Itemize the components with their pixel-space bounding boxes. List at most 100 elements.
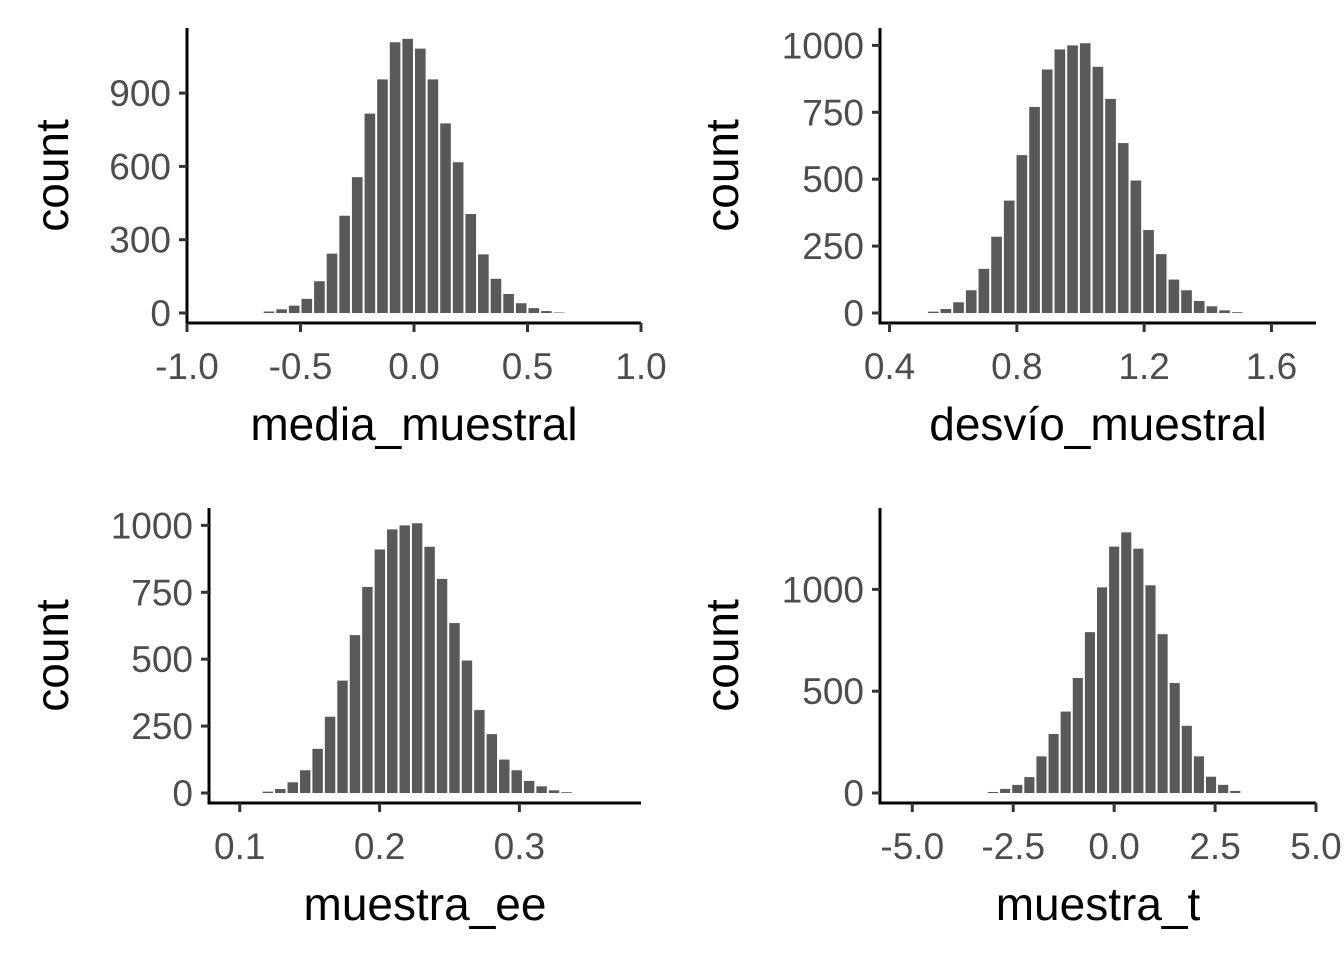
histogram-bar [548, 790, 560, 793]
histogram-bar [1155, 254, 1167, 313]
y-axis-title: count [696, 599, 748, 712]
histogram-bar [1230, 790, 1241, 793]
histogram-bar [553, 312, 565, 314]
histogram-bar [978, 268, 990, 313]
histogram-bar [991, 236, 1002, 313]
histogram-bar [1024, 777, 1035, 793]
histogram-bar [399, 525, 410, 793]
histogram-bar [940, 308, 952, 313]
histogram-bar [1218, 784, 1229, 793]
y-tick-label: 0 [843, 293, 864, 334]
histogram-bar [1105, 98, 1116, 314]
y-tick-label: 750 [131, 572, 193, 613]
histogram-bar [1000, 788, 1011, 793]
y-axis-title: count [26, 119, 78, 232]
y-tick-label: 500 [802, 671, 864, 712]
histogram-bar [1157, 634, 1168, 793]
x-tick-label: 5.0 [1290, 826, 1341, 867]
histogram-bar [1169, 683, 1180, 793]
x-tick-label: 0.4 [864, 346, 915, 387]
histogram-bar [1205, 776, 1217, 793]
histogram-bar [339, 215, 350, 313]
histogram-bar [263, 311, 275, 313]
histogram-bar [452, 162, 464, 313]
histogram-bar [965, 290, 977, 313]
histogram-bar [523, 780, 535, 793]
histogram-bar [536, 786, 547, 793]
histogram-bar [374, 549, 386, 793]
histogram-bar [349, 635, 361, 793]
histogram-bar [1193, 756, 1204, 793]
histogram-bar [275, 788, 286, 793]
y-tick-label: 0 [172, 773, 193, 814]
panel-desvio-muestral: 0 250 500 750 1000 0.4 0.8 1.2 1.6 desvío_muestra… [696, 25, 1316, 450]
histogram-bar [511, 770, 522, 793]
x-tick-label: 0.1 [214, 826, 265, 867]
histogram-bar [411, 523, 423, 793]
x-tick-label: 0.8 [991, 346, 1042, 387]
histogram-bar [389, 42, 401, 313]
x-tick-label: -2.5 [981, 826, 1045, 867]
histogram-bar [1193, 300, 1205, 313]
histogram-bar [312, 748, 323, 793]
histogram-bar [499, 759, 510, 793]
y-tick-label: 0 [150, 293, 171, 334]
histogram-bar [377, 79, 388, 314]
x-tick-label: 2.5 [1189, 826, 1240, 867]
histogram-bar [1012, 784, 1023, 793]
x-tick-label: 0.3 [494, 826, 545, 867]
histogram-bar [402, 38, 413, 314]
histogram-bar [561, 792, 572, 793]
histogram-bar [415, 48, 426, 314]
histogram-bar [287, 782, 298, 793]
histogram-bar [427, 79, 439, 314]
histogram-bar [541, 311, 552, 313]
y-tick-label: 600 [109, 146, 171, 187]
histogram-bar [1117, 143, 1129, 313]
histogram-bar [528, 308, 540, 313]
y-tick-label: 750 [802, 92, 864, 133]
histogram-bar [326, 253, 338, 313]
x-tick-label: 1.0 [615, 346, 666, 387]
histogram-bar [927, 311, 939, 313]
panel-muestra-t: 0 500 1000 -5.0 -2.5 0.0 2.5 5.0 muestra_t count [696, 508, 1342, 930]
y-tick-label: 1000 [782, 25, 864, 66]
histogram-bar [503, 293, 514, 313]
x-tick-label: 0.0 [1088, 826, 1139, 867]
histogram-bar [987, 791, 999, 793]
histogram-bar [1003, 200, 1015, 313]
x-axis-title: desvío_muestral [929, 398, 1267, 450]
panel-muestra-ee: 0 250 500 750 1000 0.1 0.2 0.3 muestra_ee count [26, 505, 641, 930]
histogram-bar [1048, 733, 1059, 793]
panel-media-muestral: 0 300 600 900 -1.0 -0.5 0.0 0.5 1.0 media_muestra… [26, 28, 667, 450]
x-axis-title: media_muestral [250, 398, 577, 450]
histogram-bar [288, 305, 300, 313]
histogram-bar [1092, 66, 1104, 313]
histogram-bar [486, 734, 498, 793]
histogram-bar [465, 214, 477, 313]
histogram-bar [324, 716, 336, 793]
histogram-bar [362, 586, 373, 793]
histogram-bar [1054, 49, 1066, 314]
y-tick-label: 900 [109, 73, 171, 114]
histogram-bar [364, 113, 376, 313]
x-tick-label: -5.0 [880, 826, 944, 867]
histogram-bar [953, 302, 964, 313]
y-tick-label: 250 [802, 226, 864, 267]
histogram-bar [1016, 155, 1028, 313]
histogram-bar [474, 710, 485, 793]
histogram-bar [490, 278, 502, 313]
histogram-bar [424, 546, 435, 793]
y-tick-label: 300 [109, 220, 171, 261]
histogram-bar [301, 298, 313, 313]
histogram-bar [1072, 677, 1083, 793]
histogram-bar [1096, 587, 1108, 793]
x-tick-label: -0.5 [269, 346, 333, 387]
histogram-bar [1181, 725, 1192, 793]
histogram-bar [314, 281, 325, 313]
histogram-bar [1206, 306, 1218, 313]
y-tick-label: 1000 [111, 505, 193, 546]
histogram-bar [1084, 632, 1095, 793]
histogram-bar [1029, 106, 1040, 314]
x-axis-title: muestra_ee [304, 878, 547, 930]
